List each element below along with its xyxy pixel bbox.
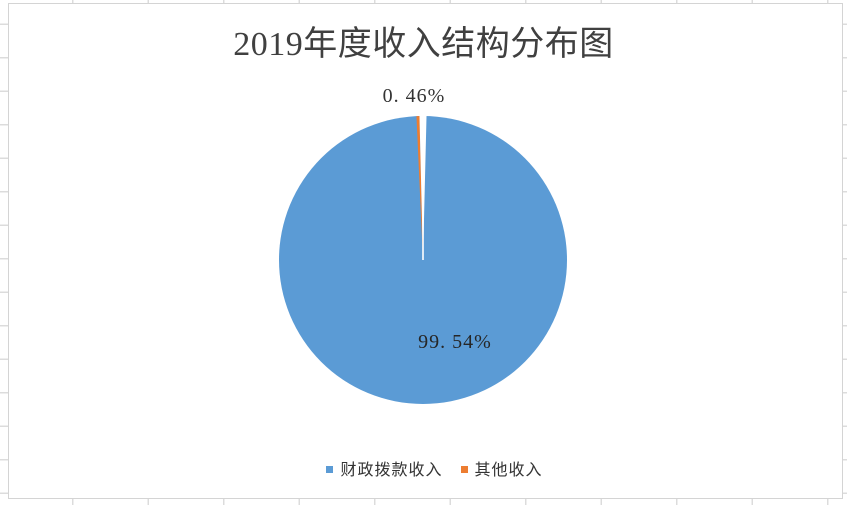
gridline-stubs-left <box>0 0 8 505</box>
legend-item-fiscal-income: 财政拨款收入 <box>326 456 442 480</box>
legend-label-fiscal-income: 财政拨款收入 <box>340 462 443 479</box>
gridline-stubs-bottom <box>0 499 847 505</box>
pie-slice-other-income <box>416 116 423 260</box>
gridline-stubs-top <box>0 0 847 3</box>
legend-swatch-fiscal-income-icon <box>326 465 334 473</box>
legend-item-other-income: 其他收入 <box>460 456 543 480</box>
legend-label-other-income: 其他收入 <box>474 462 543 479</box>
chart-title: 2019年度收入结构分布图 <box>233 26 614 63</box>
gridline-stubs-right <box>842 0 847 505</box>
data-label-other-income: 0. 46% <box>382 85 446 107</box>
data-label-fiscal-income: 99. 54% <box>418 331 492 353</box>
legend-swatch-other-income-icon <box>460 465 468 473</box>
legend: 财政拨款收入 其他收入 <box>18 456 847 480</box>
chart-object-frame[interactable] <box>8 3 843 499</box>
